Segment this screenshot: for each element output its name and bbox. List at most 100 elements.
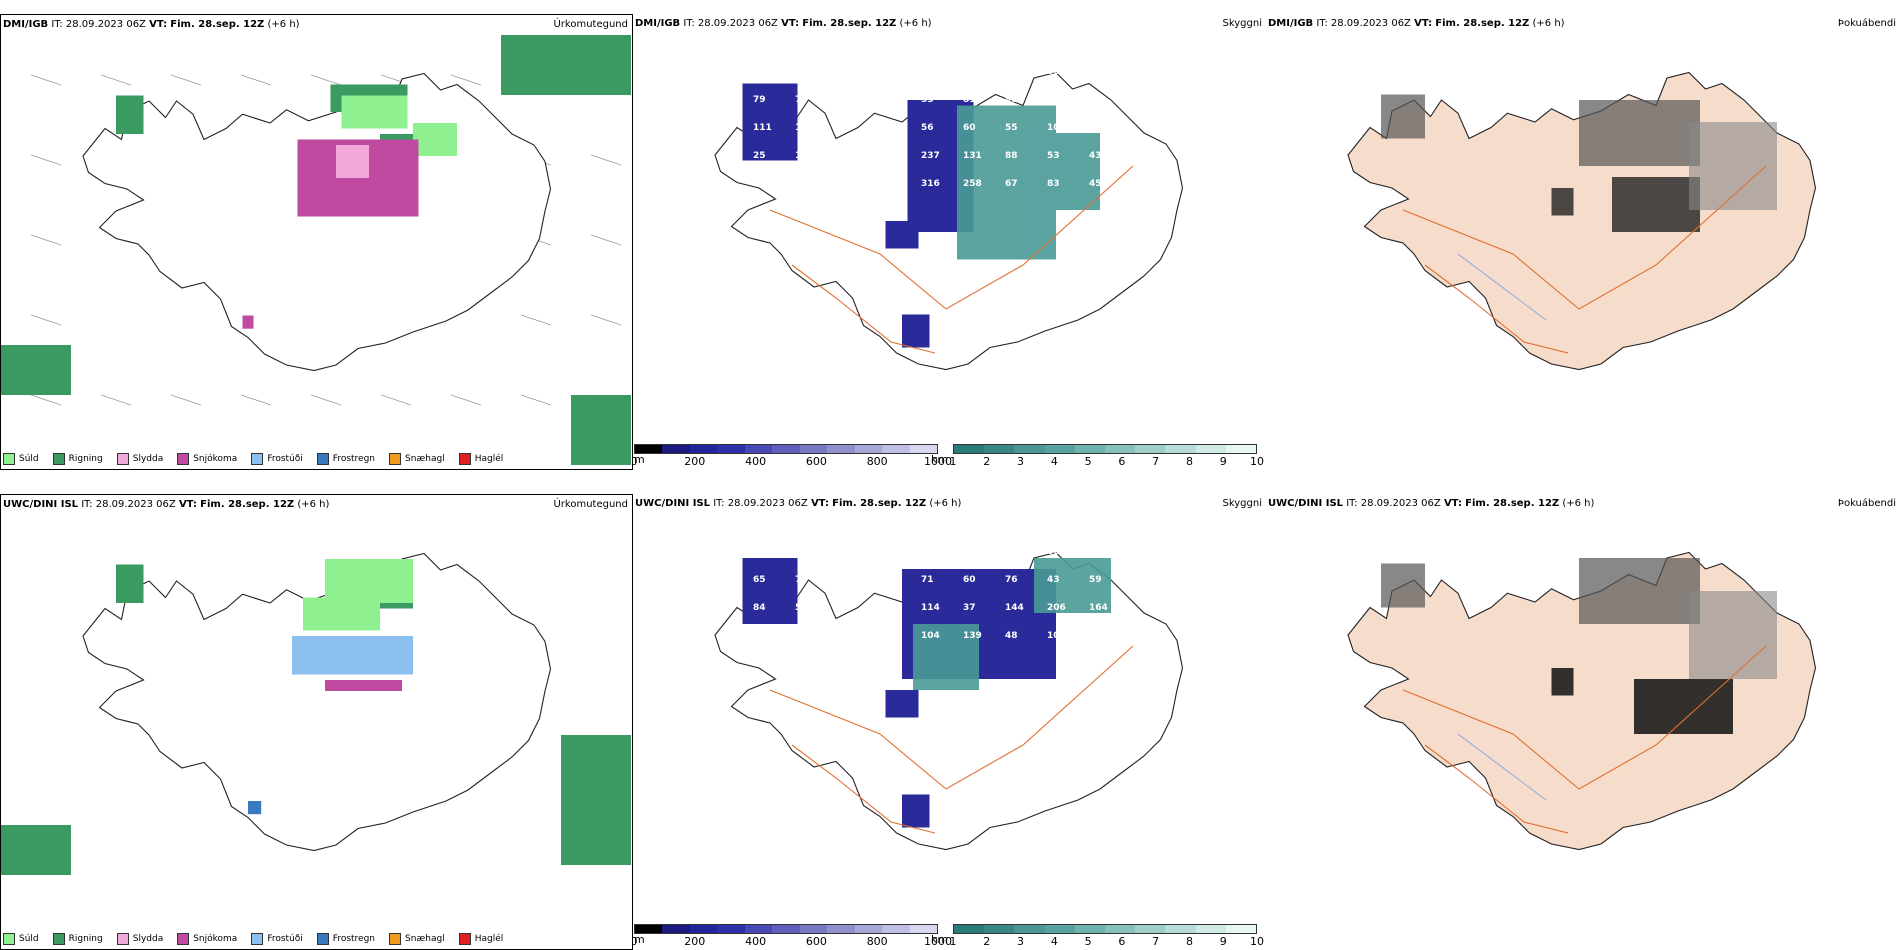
colorbar-tick: 200: [684, 935, 706, 948]
cloud-base-label: 75: [795, 67, 808, 77]
cloud-base-label: 62: [837, 631, 850, 641]
cloud-base-label: 206: [1047, 603, 1066, 613]
colorbar-cell: [635, 925, 663, 933]
colorbar-cell: [909, 445, 937, 453]
colorbar-tick: 0: [633, 455, 638, 468]
cloud-base-label: 88: [879, 547, 892, 557]
colorbar-tick: 0: [633, 935, 638, 948]
colorbar-tick: 800: [866, 935, 888, 948]
cloud-base-label: 33: [921, 95, 934, 105]
panel-title-fog: Þokuábendi: [1837, 18, 1896, 29]
legend-item: Snjókoma: [177, 453, 237, 465]
colorbar-tick: 10: [1250, 455, 1264, 468]
cloud-base-label: 144: [1005, 603, 1024, 613]
colorbar-cell: [662, 445, 690, 453]
fog-panel-bottom: UWC/DINI ISL IT: 28.09.2023 06Z VT: Fim.…: [1266, 494, 1900, 950]
cloud-base-label: 19: [879, 603, 892, 613]
visibility-colorbar: 1 2 3 4 5 6 7 8 9 10 km: [931, 924, 1264, 948]
cloud-base-label: 114: [921, 603, 940, 613]
colorbar-tick: 1: [949, 455, 957, 468]
colorbar-cell: [717, 925, 745, 933]
panel-title-fog: Þokuábendi: [1837, 498, 1896, 509]
colorbar-cell: [1195, 445, 1226, 453]
precip-panel-top: DMI/IGB IT: 28.09.2023 06Z VT: Fim. 28.s…: [0, 14, 633, 470]
cloud-base-label: 202: [879, 179, 898, 189]
legend-item: Snæhagl: [389, 453, 445, 465]
legend-item: Frostregn: [316, 933, 375, 945]
cloud-base-label: 119: [837, 547, 856, 557]
cloud-base-label: 82: [879, 575, 892, 585]
cloud-base-label: 104: [921, 631, 940, 641]
colorbar-tick: 800: [866, 455, 888, 468]
colorbar-tick: 5: [1084, 455, 1092, 468]
legend-item: Snjókoma: [177, 933, 237, 945]
cloud-base-label: 84: [753, 603, 766, 613]
colorbar-cell: [1225, 445, 1257, 453]
colorbar-cell: [854, 445, 883, 453]
cloud-base-label: 80: [1047, 67, 1060, 77]
panel-header: DMI/IGB IT: 28.09.2023 06Z VT: Fim. 28.s…: [635, 18, 932, 29]
colorbar-tick: 9: [1219, 455, 1227, 468]
colorbar-cell: [1135, 925, 1166, 933]
legend-item: Súld: [3, 933, 39, 945]
colorbar-cell: [984, 445, 1015, 453]
colorbar-tick: 8: [1185, 935, 1193, 948]
colorbar-tick: 400: [745, 455, 767, 468]
cloud-base-label: 316: [921, 179, 940, 189]
legend-item: Snæhagl: [389, 933, 445, 945]
cloud-base-label: 75: [921, 547, 934, 557]
cloud-base-label: 43: [1089, 151, 1102, 161]
cloud-base-label: 39: [879, 207, 892, 217]
cloud-base-label: 83: [1047, 179, 1060, 189]
colorbar-cell: [1014, 925, 1045, 933]
colorbar-tick: 6: [1118, 455, 1126, 468]
cloud-base-label: 13: [795, 207, 808, 217]
colorbar-cell: [689, 445, 718, 453]
cloud-base-label: 51: [879, 123, 892, 133]
cloud-base-label: 79: [753, 95, 766, 105]
cloud-base-label: 104: [1047, 631, 1066, 641]
colorbar-tick: 1000: [924, 935, 952, 948]
colorbar-cell: [1135, 445, 1166, 453]
cloud-base-label: 54: [1005, 547, 1018, 557]
cloud-base-label: 60: [837, 95, 850, 105]
panel-header: UWC/DINI ISL IT: 28.09.2023 06Z VT: Fim.…: [635, 498, 962, 509]
cloud-base-label: 65: [753, 575, 766, 585]
colorbar-cell: [882, 925, 910, 933]
colorbar-tick: 600: [805, 935, 827, 948]
cloud-base-colorbar: 0 200 400 600 800 1000 m: [633, 924, 952, 948]
colorbar-cell: [854, 925, 883, 933]
colorbar-tick: 9: [1219, 935, 1227, 948]
cloud-base-label: 111: [753, 123, 772, 133]
colorbar-cell: [1074, 445, 1106, 453]
cloud-base-label: 316: [837, 179, 856, 189]
cloud-base-label: 40: [879, 151, 892, 161]
cloud-base-label: 6: [753, 207, 759, 217]
colorbar-tick: 2: [983, 455, 991, 468]
cloud-base-label: 81: [963, 95, 976, 105]
legend-item: Slydda: [116, 933, 163, 945]
colorbar-tick: 400: [745, 935, 767, 948]
colorbar-cell: [984, 925, 1015, 933]
cloud-base-label: 37: [1047, 95, 1060, 105]
cloud-base-label: 66: [1047, 547, 1060, 557]
cloud-base-label: 77: [795, 575, 808, 585]
cloud-base-label: 107: [1089, 631, 1108, 641]
cloud-base-label: 76: [795, 95, 808, 105]
colorbar-cell: [827, 445, 855, 453]
cloud-base-label: 111: [795, 151, 814, 161]
colorbar-tick: 600: [805, 455, 827, 468]
colorbar-cell: [909, 925, 937, 933]
cloud-panel-top: DMI/IGB IT: 28.09.2023 06Z VT: Fim. 28.s…: [633, 14, 1266, 470]
colorbar-cell: [1074, 925, 1106, 933]
colorbar-tick: 8: [1185, 455, 1193, 468]
cloud-base-label: 58: [837, 151, 850, 161]
cloud-base-label: 129: [753, 67, 772, 77]
colorbar-tick: 4: [1050, 455, 1058, 468]
cloud-base-label: 107: [1047, 123, 1066, 133]
cloud-base-label: 121: [753, 631, 772, 641]
colorbar-cell: [1165, 445, 1196, 453]
cloud-base-label: 98: [1005, 95, 1018, 105]
colorbar-tick: 1: [949, 935, 957, 948]
cloud-base-label: 53: [1047, 151, 1060, 161]
